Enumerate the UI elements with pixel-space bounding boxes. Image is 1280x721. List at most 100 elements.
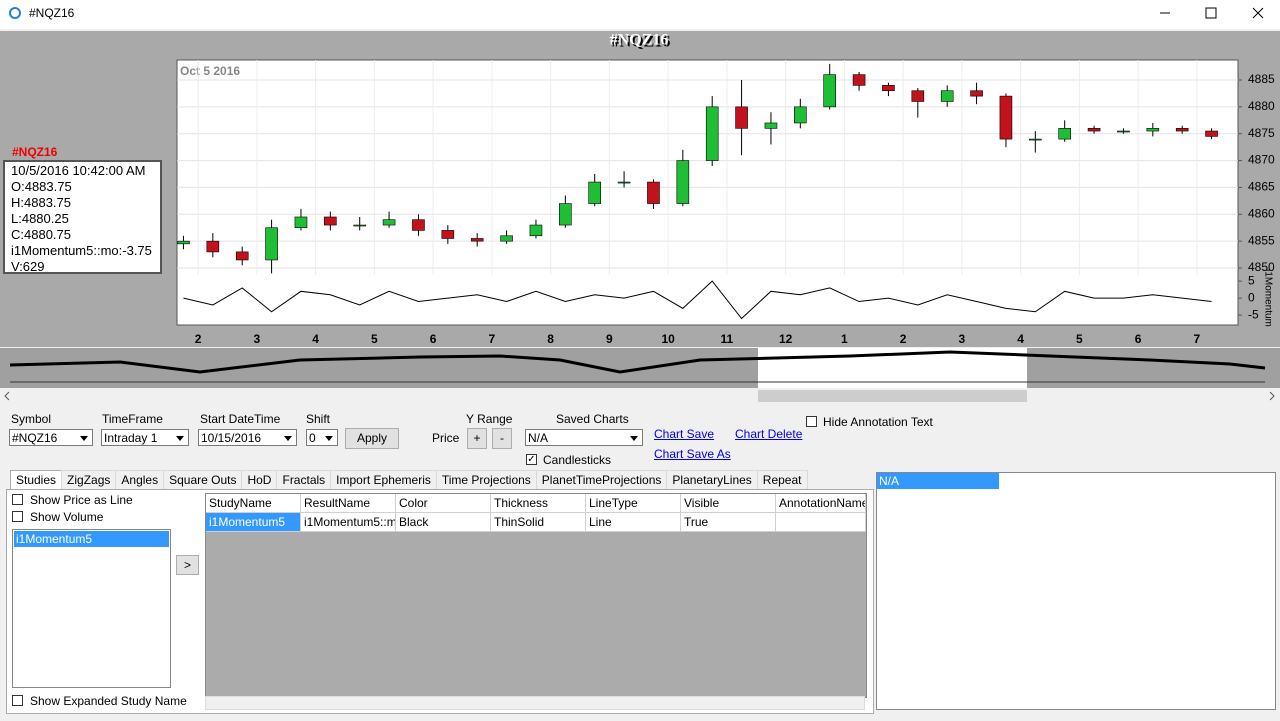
close-button[interactable] (1252, 7, 1264, 19)
minus-button[interactable]: - (492, 428, 512, 449)
y2-tick-label: -5 (1248, 307, 1259, 321)
apply-button[interactable]: Apply (345, 428, 399, 449)
candle-body (206, 240, 220, 253)
x-tick-label: 3 (254, 332, 261, 346)
column-header: Color (396, 494, 491, 513)
momentum-line (183, 280, 1212, 320)
grid-cell[interactable]: Black (396, 513, 491, 532)
candle-body (764, 122, 778, 129)
label: Start DateTime (200, 412, 281, 426)
x-tick-label: 7 (1194, 332, 1201, 346)
info-line: 10/5/2016 10:42:00 AM (11, 163, 146, 178)
grid-cell[interactable] (776, 513, 866, 532)
study-item[interactable]: i1Momentum5 (14, 531, 169, 547)
candle-body (1146, 128, 1160, 132)
chart-save-link[interactable]: Chart Save (654, 427, 715, 441)
candle-body (1175, 128, 1189, 132)
shift-input[interactable]: 0 (306, 429, 338, 446)
navigator-line (9, 350, 1266, 374)
y-tick-label: 4885 (1248, 72, 1275, 86)
info-line: L:4880.25 (11, 211, 69, 226)
tab[interactable]: Studies (10, 470, 63, 489)
info-line: i1Momentum5::mo:-3.75 (11, 243, 152, 258)
chart-title: #NQZ16 (610, 32, 669, 49)
chart-title-shadow: #NQZ16 (612, 34, 671, 51)
grid-scrollbar[interactable] (205, 696, 865, 710)
candle-body (882, 85, 895, 92)
show-volume-checkbox[interactable] (12, 511, 23, 522)
label: Saved Charts (556, 412, 629, 426)
tab[interactable]: Import Ephemeris (330, 470, 437, 489)
tab[interactable]: PlanetTimeProjections (535, 470, 668, 489)
study-grid: StudyName i1Momentum5 ResultName i1Momentum… (205, 493, 867, 698)
saved-combo[interactable]: N/A (525, 429, 643, 446)
grid-cell[interactable]: True (681, 513, 776, 532)
show-price-line-checkbox[interactable] (12, 494, 23, 505)
scroll-right[interactable] (1269, 391, 1275, 401)
candle-body (1117, 130, 1130, 133)
hide-annotation-checkbox[interactable] (806, 416, 817, 427)
candle-body (470, 238, 484, 242)
candle-body (588, 181, 602, 204)
annotation-item[interactable]: N/A (877, 473, 999, 489)
info-line: O:4883.75 (11, 179, 72, 194)
maximize-button[interactable] (1205, 7, 1217, 19)
window-title: #NQZ16 (29, 6, 75, 20)
app-icon (9, 7, 21, 19)
grid-cell[interactable]: Line (586, 513, 681, 532)
y-tick-label: 4865 (1248, 180, 1275, 194)
candle-body (294, 216, 308, 229)
plus-button[interactable]: + (467, 428, 487, 449)
timeframe-combo[interactable]: Intraday 1 (101, 429, 189, 446)
tab[interactable]: PlanetaryLines (666, 470, 758, 489)
symbol-combo[interactable]: #NQZ16 (9, 429, 93, 446)
x-tick-label: 6 (430, 332, 437, 346)
x-tick-label: 8 (547, 332, 554, 346)
tab[interactable]: Time Projections (435, 470, 537, 489)
scrollbar[interactable] (0, 389, 1280, 403)
tab[interactable]: ZigZags (61, 470, 117, 489)
info-line: V:629 (11, 259, 45, 274)
candle-body (500, 235, 513, 242)
tab[interactable]: HoD (241, 470, 278, 489)
candle-body (441, 230, 455, 239)
label: Show Expanded Study Name (30, 694, 187, 708)
candle-body (1087, 128, 1101, 132)
scroll-left[interactable] (4, 391, 10, 401)
label: Shift (306, 412, 331, 426)
x-tick-label: 6 (1135, 332, 1142, 346)
chart-delete-link[interactable]: Chart Delete (735, 427, 803, 441)
tab[interactable]: Square Outs (163, 470, 243, 489)
label: Candlesticks (543, 453, 612, 467)
column-header: StudyName (206, 494, 301, 513)
grid-cell[interactable]: ThinSolid (491, 513, 586, 532)
tab[interactable]: Repeat (756, 470, 808, 489)
candle-body (970, 90, 983, 97)
column-header: LineType (586, 494, 681, 513)
candle-body (382, 219, 396, 226)
move-button[interactable]: > (176, 555, 199, 575)
tab[interactable]: Angles (115, 470, 165, 489)
candle-body (852, 74, 866, 86)
chart-save-as-link[interactable]: Chart Save As (654, 447, 731, 461)
grid-cell[interactable]: i1Momentum5::mo (301, 513, 396, 532)
candle-body (647, 181, 660, 204)
x-tick-label: 9 (606, 332, 613, 346)
title-bar (0, 0, 1280, 29)
y-tick-label: 4880 (1248, 99, 1275, 113)
candlesticks-checkbox[interactable]: ✓ (526, 454, 537, 465)
tab[interactable]: Fractals (276, 470, 332, 489)
plot-area (176, 59, 1239, 326)
chart-window: #NQZ16 #NQZ16 #NQZ16 Oct 5 2016 i1Moment… (0, 0, 1280, 403)
x-tick-label: 10 (661, 332, 675, 346)
candle-body (177, 240, 190, 245)
grid-cell[interactable]: i1Momentum5 (206, 513, 301, 532)
candle-body (1029, 138, 1042, 141)
start-combo[interactable]: 10/15/2016 (198, 429, 297, 446)
label: TimeFrame (102, 412, 163, 426)
candle-body (705, 106, 719, 161)
show-expanded-checkbox[interactable] (12, 695, 23, 706)
y2-tick-label: 5 (1248, 273, 1255, 287)
scrollbar-thumb[interactable] (758, 390, 1027, 402)
